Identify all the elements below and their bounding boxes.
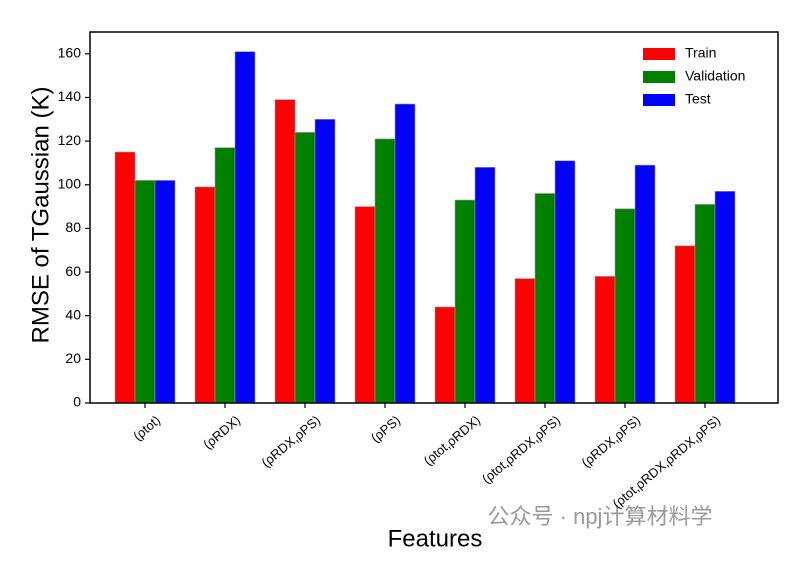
legend-swatch xyxy=(643,48,675,60)
bar xyxy=(434,306,456,404)
bar xyxy=(554,160,576,404)
bar xyxy=(354,206,376,404)
y-axis-label: RMSE of TGaussian (K) xyxy=(27,87,54,344)
y-tick-label: 160 xyxy=(58,45,82,61)
bar xyxy=(474,167,496,404)
bar xyxy=(394,103,416,404)
bar xyxy=(374,138,396,404)
x-tick-label: (ρtot,ρRDX) xyxy=(421,412,483,468)
plot-frame xyxy=(89,31,779,404)
y-tick-label: 60 xyxy=(65,263,81,279)
bar xyxy=(154,180,176,404)
bar xyxy=(634,164,656,404)
bar xyxy=(114,151,136,404)
x-tick-label: (ρtot) xyxy=(130,412,163,443)
bar xyxy=(134,180,156,404)
bar xyxy=(514,278,536,404)
bar xyxy=(234,51,256,404)
bar xyxy=(454,199,476,404)
bar xyxy=(214,147,236,404)
legend-label: Validation xyxy=(685,68,745,84)
bar xyxy=(534,193,556,404)
legend-swatch xyxy=(643,71,675,83)
x-tick-label: (ρRDX) xyxy=(200,412,243,451)
legend-label: Test xyxy=(685,91,711,107)
legend-label: Train xyxy=(685,45,716,61)
bar xyxy=(694,204,716,404)
bar xyxy=(314,118,336,404)
x-tick-label: (ρPS) xyxy=(368,412,403,445)
bar xyxy=(714,191,736,404)
bar xyxy=(294,132,316,404)
x-axis-label: Features xyxy=(388,525,483,552)
y-tick-label: 0 xyxy=(73,394,81,410)
x-tick-label: (ρRDX,ρPS) xyxy=(578,412,643,470)
bar xyxy=(594,276,616,404)
y-tick-label: 120 xyxy=(58,132,82,148)
legend-swatch xyxy=(643,94,675,106)
y-tick-label: 80 xyxy=(65,219,81,235)
y-tick-label: 40 xyxy=(65,306,81,322)
bar xyxy=(274,99,296,404)
y-tick-label: 20 xyxy=(65,350,81,366)
x-tick-label: (ρtot,ρRDX,ρPS) xyxy=(479,412,563,486)
bar xyxy=(194,186,216,404)
x-tick-label: (ρRDX,ρPS) xyxy=(258,412,323,470)
y-tick-label: 140 xyxy=(58,88,82,104)
bar xyxy=(674,245,696,404)
bar xyxy=(614,208,636,404)
y-tick-label: 100 xyxy=(58,175,82,191)
watermark: 公众号 · npj计算材料学 xyxy=(488,504,713,529)
